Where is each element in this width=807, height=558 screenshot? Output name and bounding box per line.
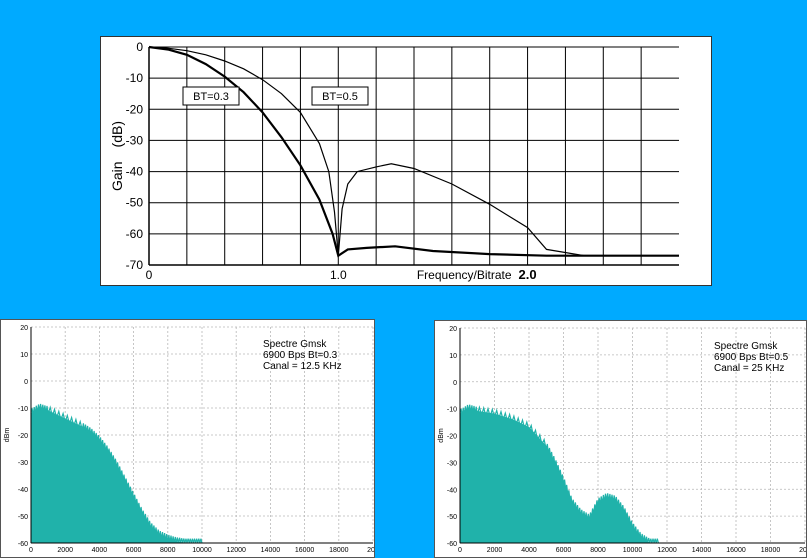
y-tick-label: -20 — [18, 433, 28, 440]
curves — [148, 45, 679, 258]
x-tick-label: 10000 — [192, 547, 212, 554]
y-tick-label: -40 — [18, 487, 28, 494]
annotation-label: BT=0.5 — [322, 91, 358, 103]
spectrum-area — [30, 407, 202, 544]
x-tick-label: 8000 — [590, 547, 606, 554]
grid — [149, 46, 679, 265]
x-tick-label: 0 — [458, 547, 462, 554]
gaussian-filter-response-chart: 0 -10 -20 -30 -40 -50 -60 -70 0 1.0 2.0 Frequency/B… — [100, 36, 712, 286]
x-tick-label: 6000 — [126, 547, 142, 554]
y-tick-label: -70 — [126, 258, 144, 272]
gaussian-filter-response-plot: 0-10-20-30-40-50-60-700 1.0 2.0Frequency/B… — [109, 40, 679, 282]
y-tick-label: -50 — [18, 514, 28, 521]
spectrum-edge — [459, 404, 659, 544]
y-tick-label: 0 — [453, 380, 457, 387]
y-tick-label: -20 — [126, 102, 144, 116]
spectrum-annotation-line: 6900 Bps Bt=0.3 — [263, 350, 338, 361]
x-tick-label: 0 — [146, 268, 153, 282]
y-axis-label-unit: (dB) — [109, 121, 125, 147]
y-tick-label: -20 — [447, 434, 457, 441]
y-tick-label: 10 — [449, 353, 457, 360]
series-line-bt-0-5 — [148, 46, 679, 257]
y-tick-label: 10 — [20, 352, 28, 359]
y-tick-label: -10 — [126, 71, 144, 85]
y-tick-label: -10 — [447, 407, 457, 414]
x-tick-label: 14000 — [692, 547, 712, 554]
spectrum-annotation-line: Spectre Gmsk — [714, 341, 778, 352]
y-tick-label: -30 — [18, 460, 28, 467]
x-tick-label: 4000 — [92, 547, 108, 554]
y-tick-label: -60 — [447, 541, 457, 548]
x-tick-label: 0 — [29, 547, 33, 554]
y-tick-label: -60 — [18, 541, 28, 548]
x-tick-label: 12000 — [657, 547, 677, 554]
y-tick-label: -60 — [126, 227, 144, 241]
gmsk-spectrum-bt05-chart: 20 10 0 -10 -20 -30 -40 -50 -60 0 2000 4000 6000 8000… — [434, 320, 807, 558]
y-tick-label: -50 — [447, 514, 457, 521]
y-axis-label: dBm — [438, 428, 445, 443]
y-tick-label: -50 — [126, 196, 144, 210]
labels: 0-10-20-30-40-50-60-700 1.0 2.0Frequency/B… — [109, 40, 537, 282]
axes — [148, 47, 679, 266]
x-tick-label: 14000 — [261, 547, 281, 554]
y-axis-label: Gain (dB) — [109, 121, 125, 191]
x-tick-label: 1.0 — [330, 268, 347, 282]
x-tick-label: 10000 — [623, 547, 643, 554]
y-tick-label: -30 — [126, 133, 144, 147]
y-tick-label: -40 — [126, 165, 144, 179]
y-axis-label-word: Gain — [109, 161, 125, 191]
spectrum-annotation-line: Canal = 25 KHz — [714, 363, 784, 374]
x-axis-label: Frequency/Bitrate — [417, 268, 512, 282]
x-tick-label: 2.0 — [519, 267, 537, 282]
series-line-bt-0-3 — [148, 45, 679, 258]
x-tick-label: 8000 — [160, 547, 176, 554]
x-tick-label: 200 — [367, 547, 374, 554]
y-tick-label: 0 — [136, 40, 143, 54]
y-tick-label: 20 — [449, 326, 457, 333]
spectrum-annotation-line: Canal = 12.5 KHz — [263, 361, 342, 372]
spectrum-annotation-line: Spectre Gmsk — [263, 339, 327, 350]
annotation-label: BT=0.3 — [193, 91, 229, 103]
x-tick-label: 2000 — [57, 547, 73, 554]
gmsk-spectrum-bt03-chart: 20 10 0 -10 -20 -30 -40 -50 -60 0 2000 4000 6000 8000… — [0, 319, 375, 558]
spectrum-area — [459, 408, 659, 544]
y-tick-label: -30 — [447, 460, 457, 467]
y-axis-label: dBm — [4, 428, 11, 443]
x-tick-label: 2000 — [487, 547, 503, 554]
x-tick-label: 4000 — [521, 547, 537, 554]
x-tick-label: 200 — [799, 547, 806, 554]
y-tick-label: -10 — [18, 406, 28, 413]
spectrum-annotation-line: 6900 Bps Bt=0.5 — [714, 352, 789, 363]
y-tick-label: -40 — [447, 487, 457, 494]
x-tick-label: 6000 — [556, 547, 572, 554]
annotation-box — [311, 86, 369, 106]
x-tick-label: 16000 — [726, 547, 746, 554]
y-tick-label: 0 — [24, 379, 28, 386]
x-tick-label: 18000 — [761, 547, 781, 554]
annotation-box — [182, 86, 240, 106]
x-tick-label: 16000 — [295, 547, 315, 554]
x-tick-label: 12000 — [226, 547, 246, 554]
y-tick-label: 20 — [20, 325, 28, 332]
x-tick-label: 18000 — [329, 547, 349, 554]
